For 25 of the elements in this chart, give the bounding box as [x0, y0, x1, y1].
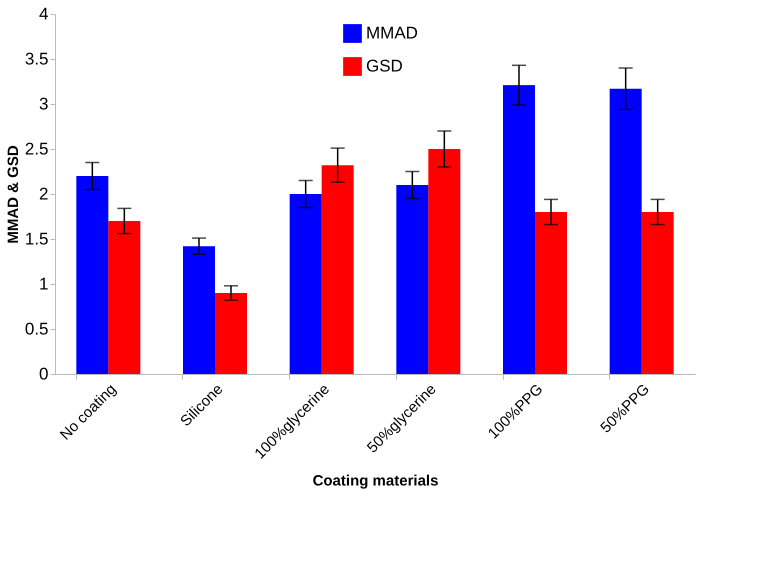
bar	[290, 194, 322, 374]
bar	[108, 221, 140, 374]
y-tick-label: 0	[39, 364, 48, 384]
y-tick-label: 3.5	[24, 50, 48, 68]
bar	[503, 85, 535, 374]
y-tick-label: 1.5	[24, 230, 48, 248]
y-tick-label: 3	[39, 94, 48, 114]
legend-label: MMAD	[366, 24, 418, 42]
bar	[428, 149, 460, 374]
bar	[215, 293, 247, 374]
bar	[642, 212, 674, 374]
bar	[322, 165, 354, 374]
bar	[610, 88, 642, 374]
legend-label: GSD	[366, 56, 403, 76]
y-tick-label: 2	[39, 184, 48, 204]
y-tick-label: 4	[39, 4, 48, 24]
x-axis-title: Coating materials	[312, 472, 438, 490]
bar	[183, 246, 215, 374]
y-axis-title: MMAD & GSD	[4, 145, 22, 244]
y-tick-label: 0.5	[24, 320, 48, 338]
bar	[535, 212, 567, 374]
y-tick-label: 2.5	[24, 140, 48, 158]
bar	[76, 176, 108, 374]
y-tick-label: 1	[39, 274, 48, 294]
bar	[396, 185, 428, 374]
